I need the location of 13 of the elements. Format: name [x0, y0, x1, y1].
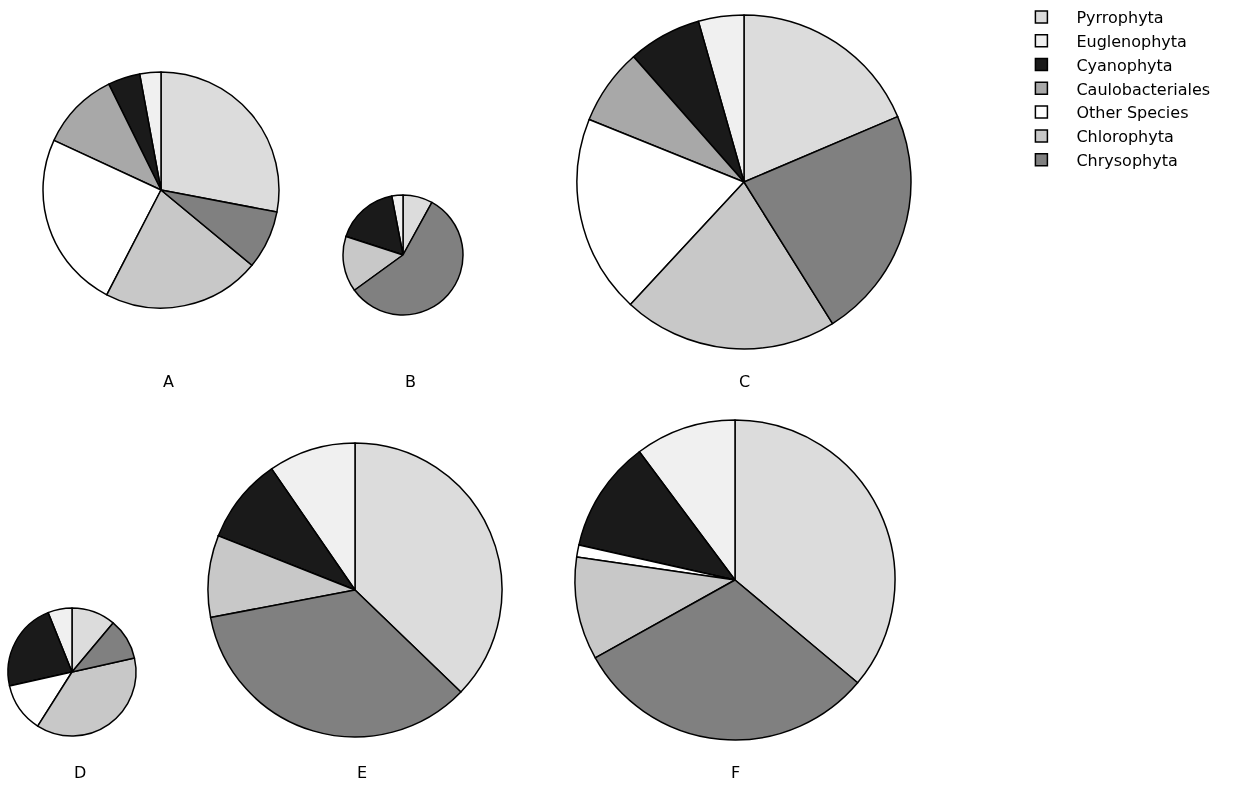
legend-label: Chlorophyta	[1076, 127, 1174, 147]
text: E	[357, 763, 368, 782]
legend-label: Euglenophyta	[1076, 31, 1187, 51]
text: B	[405, 372, 416, 391]
legend-label: Chrysophyta	[1076, 150, 1178, 170]
legend-label: Caulobacteriales	[1076, 79, 1211, 99]
legend-label: Pyrrophyta	[1076, 8, 1164, 28]
text: A	[163, 372, 174, 391]
text: F	[731, 763, 741, 782]
text: D	[74, 763, 87, 782]
legend-label: Other Species	[1076, 103, 1189, 123]
text: C	[739, 372, 751, 391]
legend-label: Cyanophyta	[1076, 55, 1173, 75]
